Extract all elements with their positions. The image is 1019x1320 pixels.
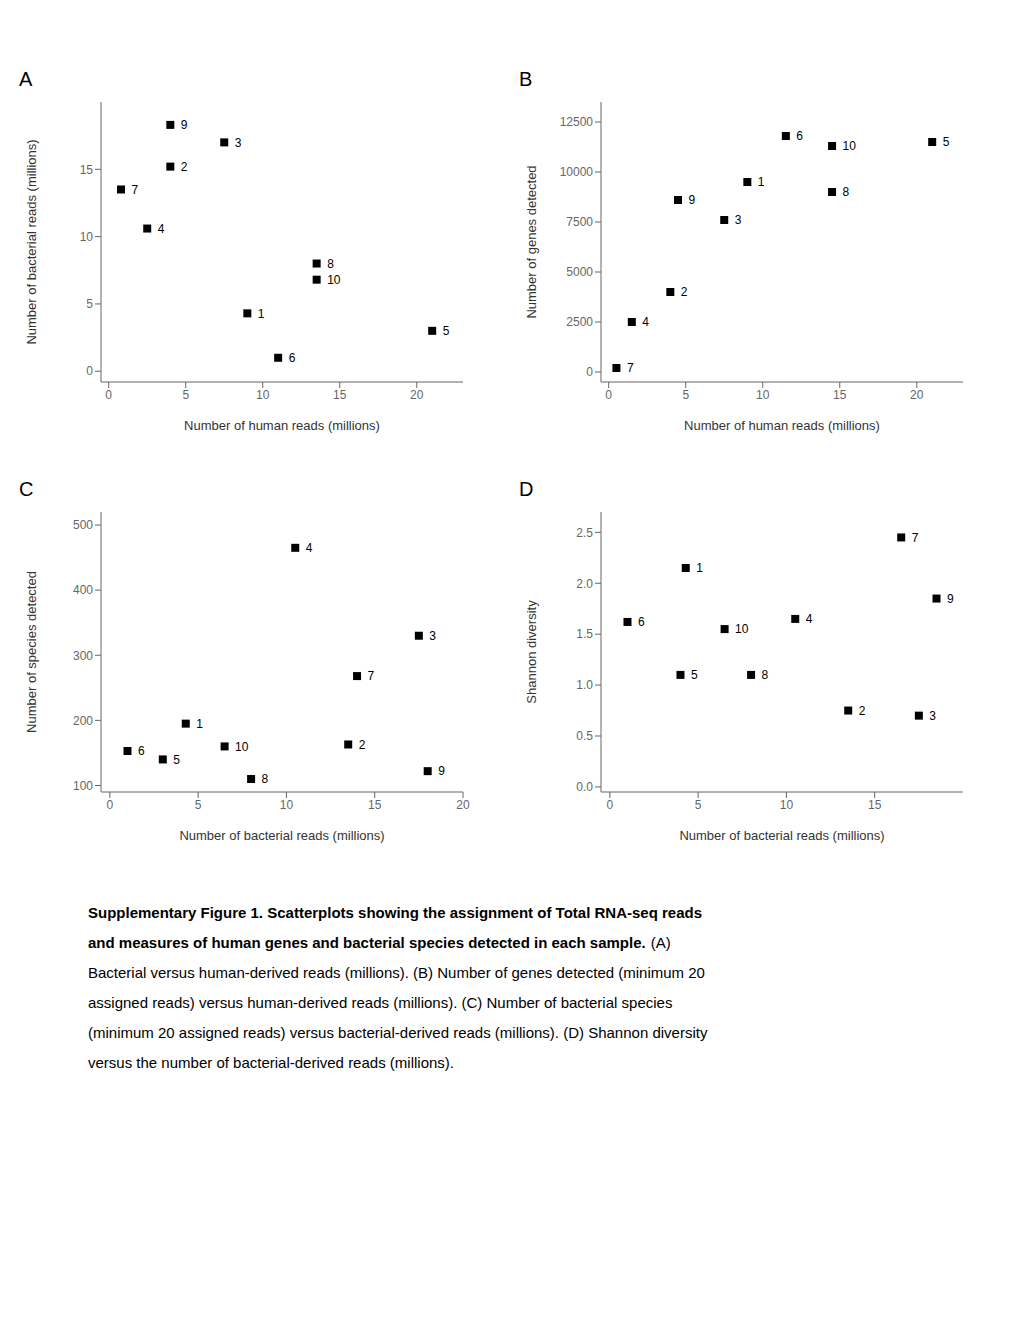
svg-text:8: 8 — [762, 668, 769, 682]
html-text:C: C — [19, 478, 34, 500]
svg-text:Number of bacterial reads (mil: Number of bacterial reads (millions) — [679, 828, 884, 843]
svg-text:10: 10 — [756, 388, 770, 402]
svg-text:10: 10 — [280, 798, 294, 812]
html-text:Bacterial versus human-derived: Bacterial versus human-derived reads (mi… — [88, 964, 705, 981]
html-text:D: D — [519, 478, 534, 500]
svg-text:7: 7 — [627, 361, 634, 375]
svg-text:6: 6 — [638, 615, 645, 629]
svg-text:6: 6 — [289, 351, 296, 365]
svg-text:10: 10 — [843, 139, 857, 153]
svg-text:15: 15 — [868, 798, 882, 812]
svg-text:15: 15 — [368, 798, 382, 812]
svg-text:1.5: 1.5 — [576, 627, 593, 641]
svg-text:300: 300 — [73, 649, 93, 663]
svg-text:0: 0 — [606, 798, 613, 812]
svg-text:1: 1 — [196, 717, 203, 731]
svg-text:10: 10 — [235, 740, 249, 754]
svg-text:15: 15 — [333, 388, 347, 402]
svg-text:1: 1 — [258, 307, 265, 321]
svg-text:12500: 12500 — [560, 115, 594, 129]
svg-text:8: 8 — [327, 257, 334, 271]
html-text:versus the number of bacterial: versus the number of bacterial-derived r… — [88, 1054, 454, 1071]
svg-text:200: 200 — [73, 714, 93, 728]
svg-text:5: 5 — [695, 798, 702, 812]
svg-text:2: 2 — [681, 285, 688, 299]
html-text:A: A — [19, 68, 33, 90]
svg-text:5: 5 — [195, 798, 202, 812]
svg-text:9: 9 — [689, 193, 696, 207]
svg-text:1: 1 — [696, 561, 703, 575]
svg-text:Number of human reads (million: Number of human reads (millions) — [684, 418, 880, 433]
svg-text:4: 4 — [306, 541, 313, 555]
svg-text:15: 15 — [833, 388, 847, 402]
svg-text:10: 10 — [327, 273, 341, 287]
svg-text:10000: 10000 — [560, 165, 594, 179]
svg-text:6: 6 — [796, 129, 803, 143]
svg-text:0.5: 0.5 — [576, 729, 593, 743]
svg-text:Shannon diversity: Shannon diversity — [524, 600, 539, 704]
html-text:B: B — [519, 68, 533, 90]
svg-text:3: 3 — [735, 213, 742, 227]
svg-text:15: 15 — [80, 163, 94, 177]
svg-text:0: 0 — [105, 388, 112, 402]
html-text:(minimum 20 assigned reads) ve: (minimum 20 assigned reads) versus bacte… — [88, 1024, 708, 1041]
svg-text:3: 3 — [235, 136, 242, 150]
svg-text:9: 9 — [438, 764, 445, 778]
svg-text:2500: 2500 — [566, 315, 593, 329]
svg-text:5000: 5000 — [566, 265, 593, 279]
html-text:assigned reads) versus human-d: assigned reads) versus human-derived rea… — [88, 994, 673, 1011]
svg-text:5: 5 — [173, 753, 180, 767]
svg-text:7: 7 — [132, 183, 139, 197]
svg-text:3: 3 — [929, 709, 936, 723]
svg-text:Number of bacterial reads (mil: Number of bacterial reads (millions) — [179, 828, 384, 843]
svg-text:9: 9 — [181, 118, 188, 132]
svg-text:0: 0 — [86, 364, 93, 378]
svg-text:20: 20 — [910, 388, 924, 402]
svg-text:5: 5 — [443, 324, 450, 338]
svg-text:1: 1 — [758, 175, 765, 189]
svg-text:0: 0 — [605, 388, 612, 402]
svg-text:7500: 7500 — [566, 215, 593, 229]
svg-text:100: 100 — [73, 779, 93, 793]
svg-text:2: 2 — [359, 738, 366, 752]
svg-text:6: 6 — [138, 744, 145, 758]
svg-text:500: 500 — [73, 518, 93, 532]
svg-text:7: 7 — [912, 531, 919, 545]
svg-text:4: 4 — [642, 315, 649, 329]
svg-text:4: 4 — [806, 612, 813, 626]
svg-text:2: 2 — [859, 704, 866, 718]
svg-text:20: 20 — [456, 798, 470, 812]
svg-text:10: 10 — [256, 388, 270, 402]
svg-text:Number of bacterial reads (mil: Number of bacterial reads (millions) — [24, 139, 39, 344]
svg-text:3: 3 — [429, 629, 436, 643]
svg-text:5: 5 — [691, 668, 698, 682]
svg-text:1.0: 1.0 — [576, 678, 593, 692]
html-text:and measures of human genes an: and measures of human genes and bacteria… — [88, 934, 671, 951]
svg-text:0: 0 — [586, 365, 593, 379]
svg-text:2.0: 2.0 — [576, 577, 593, 591]
html-text:Supplementary Figure 1. Scatte: Supplementary Figure 1. Scatterplots sho… — [88, 904, 702, 921]
svg-text:400: 400 — [73, 583, 93, 597]
svg-text:4: 4 — [158, 222, 165, 236]
svg-text:Number of genes detected: Number of genes detected — [524, 165, 539, 318]
svg-text:2.5: 2.5 — [576, 526, 593, 540]
svg-text:5: 5 — [682, 388, 689, 402]
svg-text:5: 5 — [86, 297, 93, 311]
svg-text:8: 8 — [262, 772, 269, 786]
svg-text:20: 20 — [410, 388, 424, 402]
svg-text:Number of species detected: Number of species detected — [24, 571, 39, 733]
svg-text:0.0: 0.0 — [576, 780, 593, 794]
svg-text:9: 9 — [947, 592, 954, 606]
svg-text:10: 10 — [80, 230, 94, 244]
svg-text:7: 7 — [368, 669, 375, 683]
svg-text:0: 0 — [106, 798, 113, 812]
svg-text:2: 2 — [181, 160, 188, 174]
svg-text:10: 10 — [780, 798, 794, 812]
svg-text:8: 8 — [843, 185, 850, 199]
svg-text:Number of human reads (million: Number of human reads (millions) — [184, 418, 380, 433]
svg-text:5: 5 — [943, 135, 950, 149]
svg-text:10: 10 — [735, 622, 749, 636]
svg-text:5: 5 — [182, 388, 189, 402]
